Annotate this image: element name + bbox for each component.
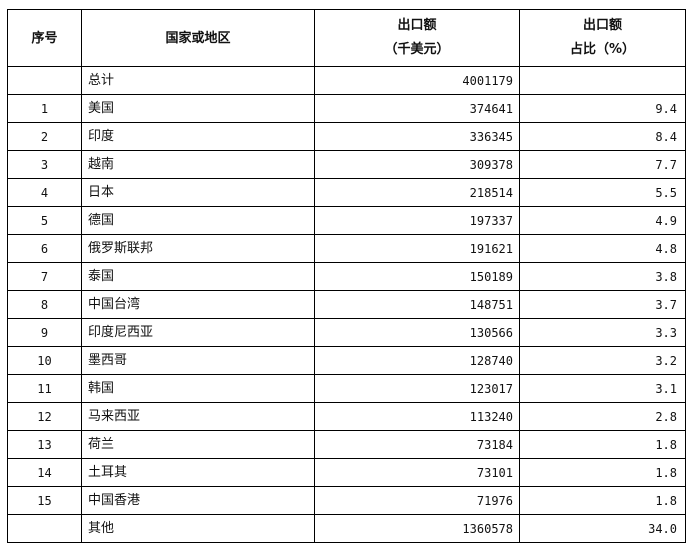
row-index: 8: [7, 290, 82, 319]
row-country: 马来西亚: [81, 402, 315, 431]
row-export-value: 123017: [314, 374, 520, 403]
row-export-share: 9.4: [519, 94, 686, 123]
row-country: 中国台湾: [81, 290, 315, 319]
other-row: 其他 1360578 34.0: [7, 514, 686, 543]
row-export-value: 73101: [314, 458, 520, 487]
row-country: 越南: [81, 150, 315, 179]
row-export-value: 374641: [314, 94, 520, 123]
row-export-share: 1.8: [519, 486, 686, 515]
row-export-value: 1360578: [314, 514, 520, 543]
table-row: 8 中国台湾 148751 3.7: [7, 290, 686, 319]
header-export-share: 出口额 占比（%）: [519, 9, 686, 67]
row-export-value: 150189: [314, 262, 520, 291]
row-index: 1: [7, 94, 82, 123]
row-export-share: 3.2: [519, 346, 686, 375]
row-export-value: 128740: [314, 346, 520, 375]
row-country: 韩国: [81, 374, 315, 403]
row-export-value: 336345: [314, 122, 520, 151]
row-index: 6: [7, 234, 82, 263]
table-row: 13 荷兰 73184 1.8: [7, 430, 686, 459]
table-row: 10 墨西哥 128740 3.2: [7, 346, 686, 375]
row-export-share: 2.8: [519, 402, 686, 431]
row-country: 土耳其: [81, 458, 315, 487]
row-export-value: 71976: [314, 486, 520, 515]
row-index: 2: [7, 122, 82, 151]
row-country: 泰国: [81, 262, 315, 291]
row-country: 中国香港: [81, 486, 315, 515]
table-row: 11 韩国 123017 3.1: [7, 374, 686, 403]
row-index: 11: [7, 374, 82, 403]
header-export-share-line1: 出口额: [582, 18, 622, 33]
row-index: 3: [7, 150, 82, 179]
row-country: 印度: [81, 122, 315, 151]
table-row: 7 泰国 150189 3.8: [7, 262, 686, 291]
row-index: 7: [7, 262, 82, 291]
row-index: 10: [7, 346, 82, 375]
table-row: 3 越南 309378 7.7: [7, 150, 686, 179]
table-body: 总计 4001179 1 美国 374641 9.4 2 印度 336345 8.4 3 越南 30…: [7, 66, 686, 543]
row-index: 14: [7, 458, 82, 487]
row-country: 印度尼西亚: [81, 318, 315, 347]
row-export-share: 3.7: [519, 290, 686, 319]
row-index: 5: [7, 206, 82, 235]
row-export-share: 1.8: [519, 458, 686, 487]
row-export-share: 3.3: [519, 318, 686, 347]
row-export-value: 148751: [314, 290, 520, 319]
row-country: 德国: [81, 206, 315, 235]
row-country: 墨西哥: [81, 346, 315, 375]
row-export-share: 5.5: [519, 178, 686, 207]
header-export-value: 出口额 （千美元）: [314, 9, 520, 67]
header-export-value-line2: （千美元）: [384, 42, 450, 57]
row-index: 13: [7, 430, 82, 459]
header-region: 国家或地区: [81, 9, 315, 67]
row-export-share: 7.7: [519, 150, 686, 179]
row-export-value: 191621: [314, 234, 520, 263]
table-row: 4 日本 218514 5.5: [7, 178, 686, 207]
total-label: 总计: [81, 66, 315, 95]
row-export-share: 4.8: [519, 234, 686, 263]
row-country: 荷兰: [81, 430, 315, 459]
total-share: [519, 66, 686, 95]
table-row: 6 俄罗斯联邦 191621 4.8: [7, 234, 686, 263]
row-index: 12: [7, 402, 82, 431]
row-export-value: 113240: [314, 402, 520, 431]
row-export-share: 3.1: [519, 374, 686, 403]
table-row: 15 中国香港 71976 1.8: [7, 486, 686, 515]
row-export-share: 34.0: [519, 514, 686, 543]
row-index: 9: [7, 318, 82, 347]
row-export-share: 3.8: [519, 262, 686, 291]
row-country: 俄罗斯联邦: [81, 234, 315, 263]
table-row: 5 德国 197337 4.9: [7, 206, 686, 235]
row-export-value: 218514: [314, 178, 520, 207]
row-export-share: 4.9: [519, 206, 686, 235]
table-row: 9 印度尼西亚 130566 3.3: [7, 318, 686, 347]
total-index: [7, 66, 82, 95]
row-export-share: 1.8: [519, 430, 686, 459]
table-row: 14 土耳其 73101 1.8: [7, 458, 686, 487]
header-row: 序号 国家或地区 出口额 （千美元） 出口额 占比（%）: [7, 9, 686, 67]
header-export-value-line1: 出口额: [397, 18, 437, 33]
row-index: [7, 514, 82, 543]
row-export-value: 130566: [314, 318, 520, 347]
row-export-value: 73184: [314, 430, 520, 459]
export-table: 序号 国家或地区 出口额 （千美元） 出口额 占比（%） 总计 4001179 …: [7, 9, 686, 543]
total-value: 4001179: [314, 66, 520, 95]
table-row: 2 印度 336345 8.4: [7, 122, 686, 151]
table-row: 1 美国 374641 9.4: [7, 94, 686, 123]
row-export-value: 309378: [314, 150, 520, 179]
row-export-share: 8.4: [519, 122, 686, 151]
header-index: 序号: [7, 9, 82, 67]
row-country: 美国: [81, 94, 315, 123]
row-index: 15: [7, 486, 82, 515]
row-country: 其他: [81, 514, 315, 543]
row-index: 4: [7, 178, 82, 207]
total-row: 总计 4001179: [7, 66, 686, 95]
row-country: 日本: [81, 178, 315, 207]
table-row: 12 马来西亚 113240 2.8: [7, 402, 686, 431]
row-export-value: 197337: [314, 206, 520, 235]
header-export-share-line2: 占比（%）: [569, 42, 636, 57]
